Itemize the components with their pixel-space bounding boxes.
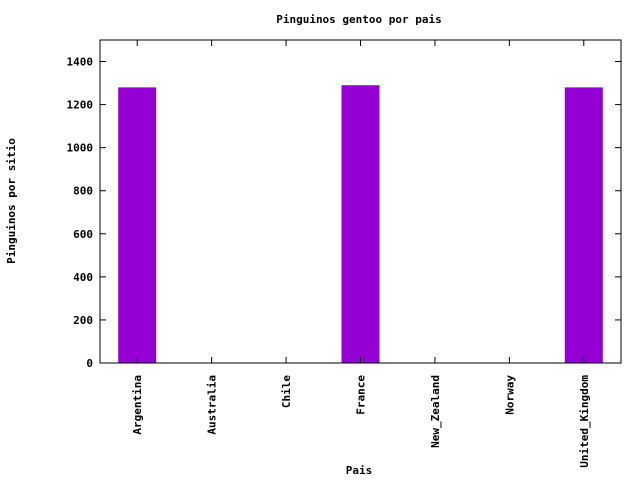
chart-title: Pinguinos gentoo por pais [276,13,442,26]
x-tick-label: New_Zealand [429,375,442,448]
x-tick-label: France [355,375,368,415]
x-tick-label: United_Kingdom [578,375,591,468]
y-axis-label: Pinguinos por sitio [5,138,18,264]
y-axis-ticks: 0 200 400 600 800 1000 1200 1400 [67,56,621,370]
y-tick-label: 600 [73,228,93,241]
y-tick-label: 200 [73,314,93,327]
y-tick-label: 0 [86,357,93,370]
x-tick-label: Argentina [131,375,144,435]
bar [564,87,603,363]
bar [341,85,380,363]
x-tick-label: Australia [206,375,219,435]
plot-frame [99,39,622,364]
bar-series [118,85,603,363]
bar [118,87,157,363]
y-tick-label: 1200 [67,99,94,112]
y-tick-label: 400 [73,271,93,284]
x-tick-label: Norway [503,375,516,415]
x-tick-label: Chile [280,375,293,408]
y-tick-label: 800 [73,185,93,198]
x-axis-ticks: Argentina Australia Chile France New_Zealand… [131,40,591,468]
x-axis-label: Pais [346,464,373,477]
y-tick-label: 1000 [67,142,94,155]
y-tick-label: 1400 [67,56,94,69]
